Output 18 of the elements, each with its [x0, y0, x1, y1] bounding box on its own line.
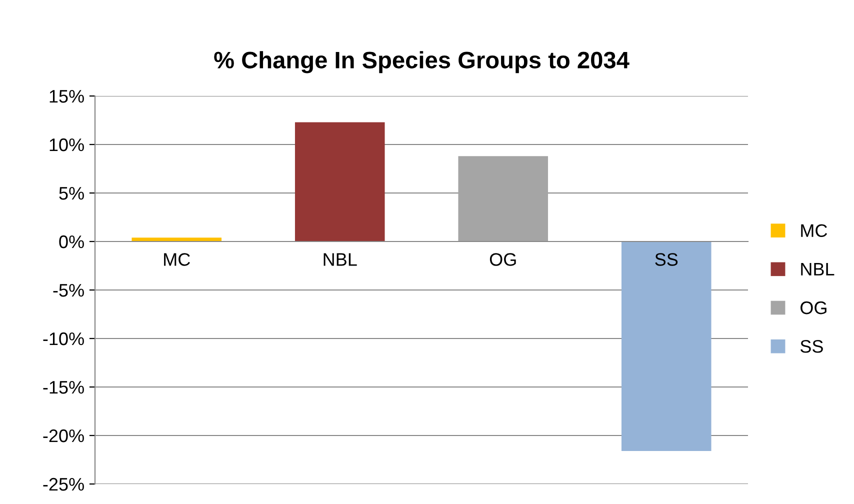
legend-label: MC [801, 224, 828, 238]
y-tick-label: -15% [43, 381, 84, 394]
x-tick-label: MC [164, 253, 190, 266]
y-tick-label: 10% [50, 138, 84, 152]
x-tick-label: SS [655, 253, 678, 266]
y-tick-label: 15% [50, 90, 84, 103]
y-tick-label: -20% [43, 429, 84, 442]
chart-title: % Change In Species Groups to 2034 [214, 51, 630, 74]
y-tick-label: 5% [59, 187, 84, 200]
legend-label: SS [800, 340, 823, 353]
y-tick-label: -25% [43, 478, 84, 491]
y-tick-label: 0% [59, 235, 84, 248]
x-tick-label: OG [490, 253, 516, 266]
legend-label: OG [800, 301, 826, 314]
x-tick-label: NBL [324, 253, 357, 266]
y-tick-label: -10% [43, 332, 84, 346]
legend-label: NBL [801, 263, 834, 276]
y-tick-label: -5% [53, 284, 84, 297]
